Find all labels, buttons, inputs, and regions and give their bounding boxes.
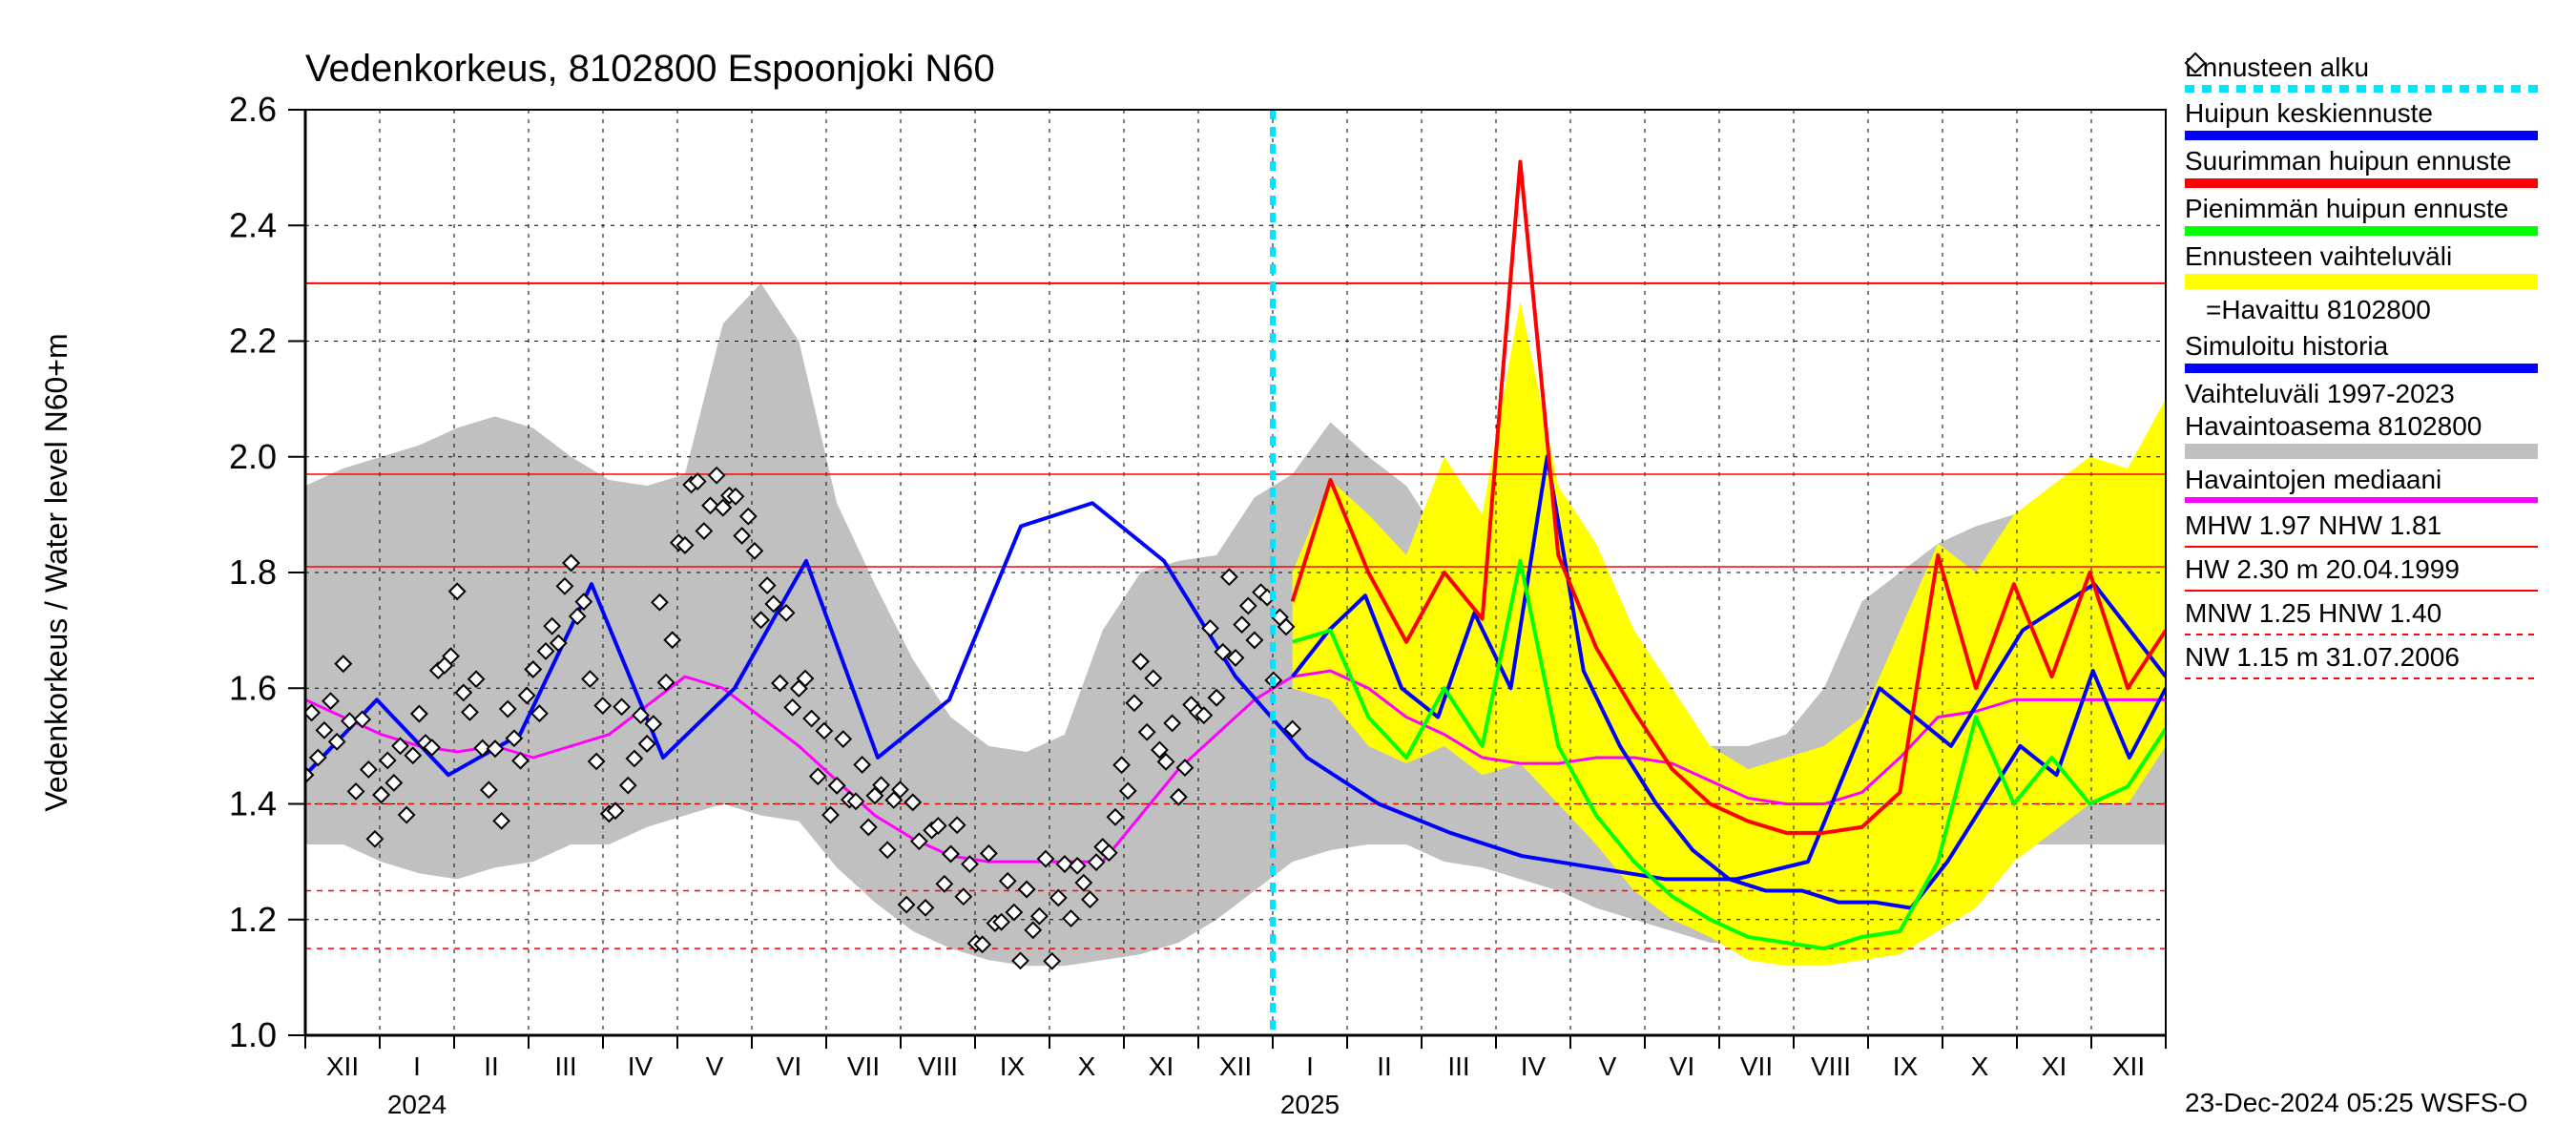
legend-stat-underline (2185, 541, 2566, 547)
svg-text:2.6: 2.6 (229, 90, 277, 129)
month-label: VIII (1811, 1051, 1851, 1081)
water-level-chart: 1.01.21.41.61.82.02.22.42.6XIIIIIIIIIVVV… (0, 0, 2576, 1145)
svg-text:1.2: 1.2 (229, 900, 277, 939)
chart-title: Vedenkorkeus, 8102800 Espoonjoki N60 (305, 48, 995, 90)
legend-swatch (2185, 444, 2538, 459)
legend-label: Huipun keskiennuste (2185, 98, 2566, 129)
legend-label: Simuloitu historia (2185, 331, 2566, 362)
diamond-icon (2185, 302, 2206, 323)
month-label: I (1306, 1051, 1314, 1081)
footer-timestamp: 23-Dec-2024 05:25 WSFS-O (2185, 1088, 2528, 1118)
legend-swatch (2185, 497, 2538, 503)
legend-item-peak_min: Pienimmän huipun ennuste (2185, 194, 2566, 236)
svg-text:2.2: 2.2 (229, 322, 277, 361)
month-label: VIII (918, 1051, 958, 1081)
legend-stat-line: MNW 1.25 HNW 1.40 (2185, 598, 2566, 629)
legend: Ennusteen alku Huipun keskiennuste Suurimm… (2185, 52, 2566, 678)
month-label: VII (847, 1051, 880, 1081)
month-label: X (1078, 1051, 1096, 1081)
month-label: XI (1149, 1051, 1174, 1081)
legend-stat-line: NW 1.15 m 31.07.2006 (2185, 642, 2566, 673)
month-label: XII (1219, 1051, 1252, 1081)
legend-label: Pienimmän huipun ennuste (2185, 194, 2566, 224)
legend-label: =Havaittu 8102800 (2185, 295, 2566, 325)
svg-text:2.4: 2.4 (229, 205, 277, 244)
svg-text:1.0: 1.0 (229, 1015, 277, 1054)
legend-item-hist_range: Vaihteluväli 1997-2023 Havaintoasema 810… (2185, 379, 2566, 459)
month-label: III (1447, 1051, 1469, 1081)
month-label: X (1971, 1051, 1989, 1081)
month-label: IX (1893, 1051, 1919, 1081)
month-label: VII (1740, 1051, 1773, 1081)
month-label: II (484, 1051, 499, 1081)
legend-stat-underline (2185, 585, 2566, 591)
month-label: V (1599, 1051, 1617, 1081)
month-label: III (554, 1051, 576, 1081)
month-label: I (413, 1051, 421, 1081)
legend-label: Havaintoasema 8102800 (2185, 411, 2566, 442)
svg-text:2.0: 2.0 (229, 437, 277, 476)
legend-swatch (2185, 226, 2538, 236)
legend-stat-underline (2185, 629, 2566, 635)
legend-item-peak_max: Suurimman huipun ennuste (2185, 146, 2566, 188)
legend-label: Suurimman huipun ennuste (2185, 146, 2566, 177)
legend-item-simulated: Simuloitu historia (2185, 331, 2566, 373)
month-label: XI (2042, 1051, 2067, 1081)
svg-text:1.4: 1.4 (229, 784, 277, 823)
legend-swatch (2185, 131, 2538, 140)
legend-label: Havaintojen mediaani (2185, 465, 2566, 495)
legend-item-forecast_range: Ennusteen vaihteluväli (2185, 241, 2566, 289)
month-label: IV (628, 1051, 654, 1081)
month-label: V (706, 1051, 724, 1081)
legend-swatch (2185, 364, 2538, 373)
month-label: IV (1521, 1051, 1547, 1081)
svg-text:1.8: 1.8 (229, 552, 277, 592)
legend-swatch (2185, 178, 2538, 188)
legend-swatch (2185, 85, 2538, 93)
month-label: VI (777, 1051, 801, 1081)
month-label: XII (326, 1051, 359, 1081)
legend-stat-line: HW 2.30 m 20.04.1999 (2185, 554, 2566, 585)
y-axis-label: Vedenkorkeus / Water level N60+m (39, 333, 73, 811)
legend-item-observed: =Havaittu 8102800 (2185, 295, 2566, 325)
legend-label: Ennusteen alku (2185, 52, 2566, 83)
legend-swatch (2185, 274, 2538, 289)
legend-stat-underline (2185, 673, 2566, 678)
legend-label: Ennusteen vaihteluväli (2185, 241, 2566, 272)
legend-item-forecast_start: Ennusteen alku (2185, 52, 2566, 93)
month-label: II (1377, 1051, 1392, 1081)
year-label: 2025 (1280, 1090, 1340, 1119)
legend-item-median: Havaintojen mediaani (2185, 465, 2566, 503)
svg-text:1.6: 1.6 (229, 668, 277, 707)
month-label: XII (2112, 1051, 2145, 1081)
legend-item-peak_mean: Huipun keskiennuste (2185, 98, 2566, 140)
legend-label: Vaihteluväli 1997-2023 (2185, 379, 2566, 409)
month-label: IX (1000, 1051, 1026, 1081)
month-label: VI (1670, 1051, 1694, 1081)
legend-stat-line: MHW 1.97 NHW 1.81 (2185, 510, 2566, 541)
year-label: 2024 (387, 1090, 447, 1119)
